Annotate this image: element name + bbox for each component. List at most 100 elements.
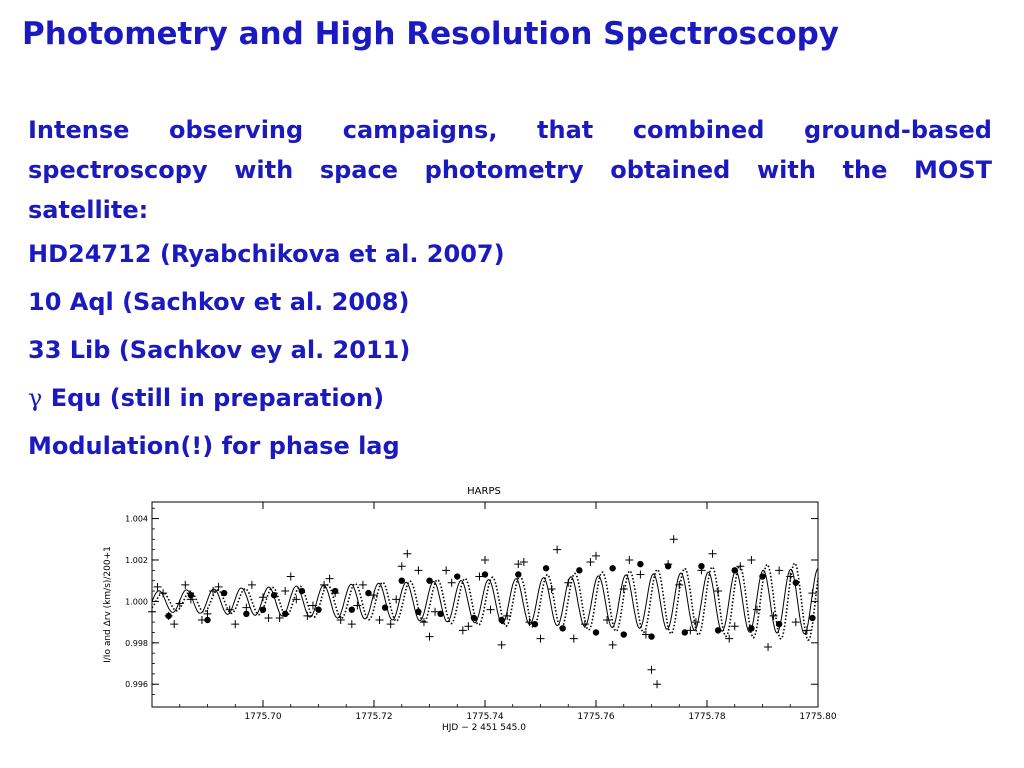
data-point-plus xyxy=(580,620,589,629)
slide-body: Intense observing campaigns, that combin… xyxy=(28,110,992,464)
data-point-plus xyxy=(247,580,256,589)
data-point-dot xyxy=(165,612,172,620)
data-point-plus xyxy=(486,605,495,614)
y-tick-label: 1.004 xyxy=(125,515,148,524)
data-point-plus xyxy=(386,620,395,629)
data-point-plus xyxy=(653,680,662,689)
data-point-dot xyxy=(470,614,478,622)
data-point-plus xyxy=(736,562,745,571)
data-point-plus xyxy=(275,613,284,622)
data-point-dot xyxy=(243,610,250,618)
y-tick-label: 0.998 xyxy=(125,639,148,648)
data-point-dot xyxy=(270,591,278,599)
modulation-line: Modulation(!) for phase lag xyxy=(28,432,400,460)
data-point-dot xyxy=(637,560,644,568)
data-point-plus xyxy=(242,603,251,612)
data-point-dot xyxy=(609,565,616,572)
data-point-dot xyxy=(681,629,688,636)
data-point-plus xyxy=(775,566,784,575)
gamma-symbol: γ xyxy=(28,384,43,412)
data-point-plus xyxy=(414,566,423,575)
data-point-plus xyxy=(431,607,440,616)
chart-x-axis-label: HJD − 2 451 545.0 xyxy=(442,723,526,733)
data-point-dot xyxy=(759,573,766,580)
data-point-dot xyxy=(259,606,267,613)
data-point-plus xyxy=(170,620,179,629)
data-point-plus xyxy=(641,630,650,639)
data-point-plus xyxy=(231,620,240,629)
data-point-plus xyxy=(747,555,756,564)
data-point-plus xyxy=(403,549,412,558)
data-point-dot xyxy=(515,571,522,578)
data-point-plus xyxy=(675,580,684,589)
data-point-plus xyxy=(708,549,717,558)
data-point-dot xyxy=(498,616,505,624)
x-tick-label: 1775.78 xyxy=(688,712,725,722)
data-point-plus xyxy=(203,609,212,618)
data-point-plus xyxy=(181,580,190,589)
data-point-plus xyxy=(336,616,345,625)
data-point-plus xyxy=(691,618,700,627)
x-tick-label: 1775.70 xyxy=(244,712,281,722)
data-point-plus xyxy=(592,551,600,560)
data-point-plus xyxy=(375,616,384,625)
reference-item-10-aql: 10 Aql (Sachkov et al. 2008) xyxy=(28,288,410,316)
data-point-dot xyxy=(454,573,461,580)
data-point-plus xyxy=(358,580,367,589)
y-tick-label: 1.000 xyxy=(125,597,148,606)
data-point-plus xyxy=(669,535,678,544)
data-point-dot xyxy=(348,606,355,613)
x-tick-label: 1775.76 xyxy=(577,712,614,722)
data-point-plus xyxy=(808,589,817,598)
data-point-plus xyxy=(286,572,295,581)
x-tick-label: 1775.74 xyxy=(466,712,503,722)
data-point-plus xyxy=(442,566,451,575)
reference-item-gamma-equ: γ Equ (still in preparation) xyxy=(28,374,992,422)
data-point-dot xyxy=(620,631,627,638)
reference-item-hd24712: HD24712 (Ryabchikova et al. 2007) xyxy=(28,240,505,268)
data-point-plus xyxy=(264,613,273,622)
slide-title: Photometry and High Resolution Spectrosc… xyxy=(22,16,840,52)
data-point-plus xyxy=(536,634,545,643)
data-point-plus xyxy=(791,618,800,627)
data-point-plus xyxy=(686,626,695,635)
data-point-plus xyxy=(259,593,267,602)
data-point-plus xyxy=(619,584,628,593)
data-point-dot xyxy=(220,589,228,597)
data-point-dot xyxy=(542,565,550,572)
data-point-dot xyxy=(698,562,705,570)
data-point-plus xyxy=(636,570,645,579)
data-point-plus xyxy=(320,580,329,589)
data-point-dot xyxy=(809,614,816,622)
data-point-dot xyxy=(714,627,722,634)
harps-chart-svg: HARPS I/Io and Δrv (km/s)/200+1 HJD − 2 … xyxy=(103,486,837,733)
data-point-plus xyxy=(392,595,401,604)
data-point-dot xyxy=(531,620,539,628)
reference-item-33-lib: 33 Lib (Sachkov ey al. 2011) xyxy=(28,336,411,364)
data-point-dot xyxy=(576,567,583,574)
data-point-dot xyxy=(481,571,489,578)
data-point-plus xyxy=(370,591,378,600)
data-point-dot xyxy=(648,633,655,640)
data-point-dot xyxy=(365,589,372,597)
data-point-dot xyxy=(315,606,322,613)
data-point-plus xyxy=(419,618,428,627)
data-point-plus xyxy=(209,587,218,596)
data-point-plus xyxy=(514,560,523,569)
data-point-dot xyxy=(187,591,195,599)
data-point-plus xyxy=(425,632,434,641)
data-point-plus xyxy=(714,587,723,596)
x-tick-label: 1775.80 xyxy=(799,712,836,722)
data-point-plus xyxy=(564,578,573,587)
data-point-plus xyxy=(281,587,290,596)
data-point-plus xyxy=(586,558,595,567)
data-point-plus xyxy=(647,665,656,674)
data-point-plus xyxy=(730,622,739,631)
data-point-plus xyxy=(497,640,506,649)
data-point-plus xyxy=(752,605,761,614)
gamma-equ-label: Equ (still in preparation) xyxy=(42,384,385,412)
data-point-dot xyxy=(298,587,306,595)
data-point-plus xyxy=(481,555,489,564)
y-tick-label: 1.002 xyxy=(125,556,148,565)
data-point-plus xyxy=(519,558,528,567)
